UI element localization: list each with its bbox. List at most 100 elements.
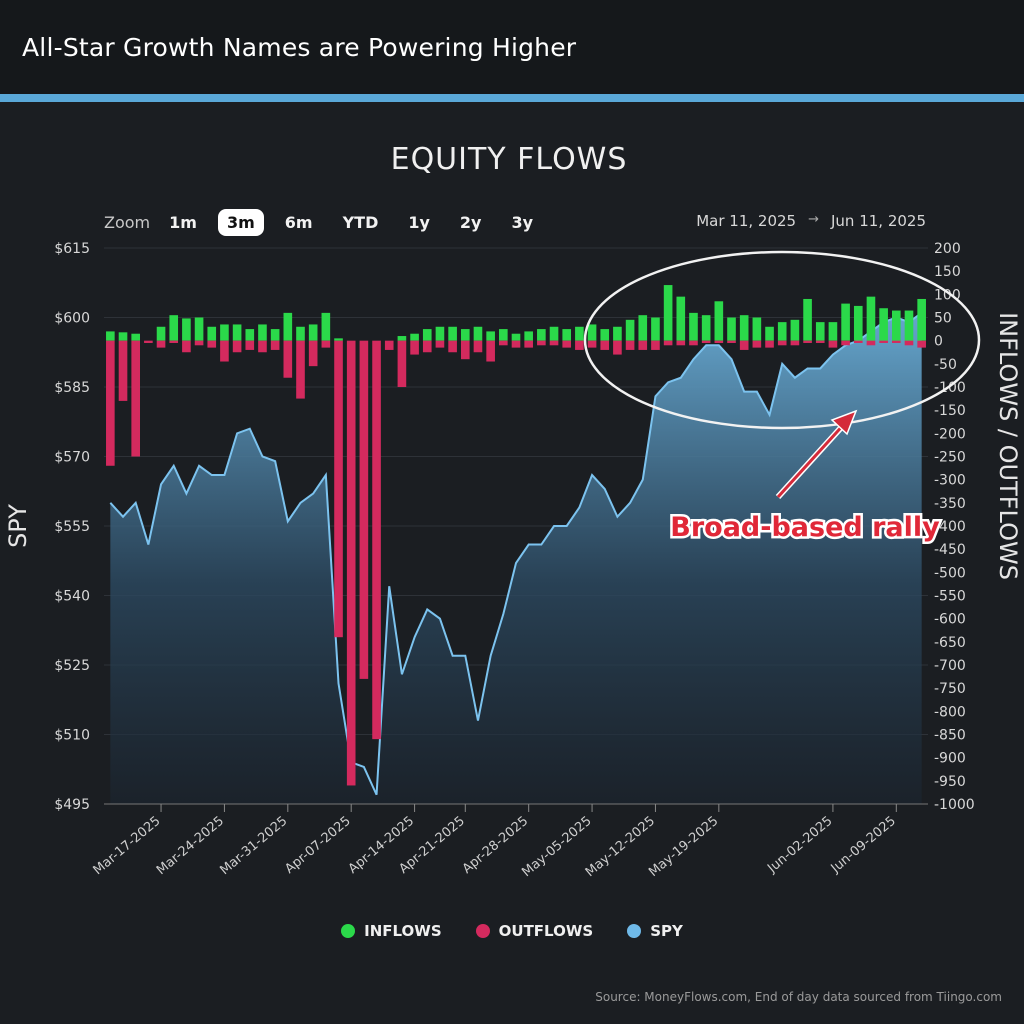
outflow-bar (575, 340, 584, 350)
chart-title: EQUITY FLOWS (390, 142, 628, 177)
legend-item-outflows[interactable]: OUTFLOWS (475, 922, 593, 940)
page-title: All-Star Growth Names are Powering Highe… (22, 33, 577, 62)
y-tick-label-right: -300 (934, 473, 966, 489)
inflow-bar (739, 315, 749, 341)
inflow-bar (448, 326, 457, 341)
outflow-bar (841, 340, 850, 346)
inflow-bar (575, 326, 584, 341)
outflow-bar (663, 340, 673, 346)
annotation-arrow (776, 420, 848, 499)
inflow-bar (460, 329, 470, 341)
inflow-bar (410, 333, 419, 341)
inflow-bar (613, 326, 622, 341)
outflow-bar (245, 340, 255, 350)
left-axis-title: SPY (4, 504, 32, 548)
inflow-bar (625, 319, 635, 341)
y-tick-label-right: -850 (934, 728, 966, 744)
zoom-button-2y[interactable]: 2y (459, 212, 482, 232)
outflow-bar (587, 340, 597, 348)
outflow-bar (537, 340, 546, 346)
legend-item-inflows[interactable]: INFLOWS (341, 922, 442, 940)
inflow-bar (689, 312, 698, 341)
inflow-bar (308, 324, 318, 341)
inflow-bar (169, 315, 179, 341)
outflow-bar (131, 340, 141, 457)
inflow-bar (156, 326, 166, 341)
outflow-bar (638, 340, 648, 350)
zoom-button-1m[interactable]: 1m (169, 212, 197, 232)
outflow-bar (803, 340, 812, 343)
annotation-arrowhead (830, 409, 858, 436)
outflow-bar (346, 340, 356, 786)
outflow-bar (296, 340, 305, 399)
x-tick-label: Jun-02-2025 (764, 814, 835, 877)
zoom-button-ytd[interactable]: YTD (342, 212, 379, 232)
inflow-bar (600, 329, 610, 341)
headline-bar (0, 0, 1024, 94)
date-range-from[interactable]: Mar 11, 2025 (696, 212, 797, 230)
source-note: Source: MoneyFlows.com, End of day data … (595, 990, 1002, 1004)
y-tick-label-right: -650 (934, 635, 966, 651)
zoom-button-3y[interactable]: 3y (511, 212, 534, 232)
inflow-bar (891, 310, 901, 341)
y-tick-label-right: -500 (934, 565, 966, 581)
y-tick-label-left: $615 (54, 241, 90, 257)
outflow-bar (815, 340, 825, 343)
outflow-bar (739, 340, 749, 350)
y-tick-label-left: $585 (54, 380, 90, 396)
outflow-bar (384, 340, 394, 350)
outflow-bar (486, 340, 495, 362)
inflow-bar (258, 324, 267, 341)
inflow-bar (828, 322, 838, 341)
zoom-label: Zoom (104, 212, 151, 232)
y-tick-label-right: 50 (934, 311, 952, 327)
y-tick-label-right: -150 (934, 403, 966, 419)
outflow-bar (156, 340, 166, 348)
y-tick-label-right: 0 (934, 334, 943, 350)
outflow-bar (220, 340, 229, 362)
zoom-button-1y[interactable]: 1y (408, 212, 430, 232)
y-tick-label-right: -50 (934, 357, 957, 373)
inflow-bar (587, 324, 597, 341)
outflow-bar (917, 340, 926, 348)
outflow-bar (866, 340, 876, 346)
inflow-bar (473, 326, 483, 341)
x-tick-label: Mar-31-2025 (217, 814, 290, 879)
y-tick-label-left: $570 (54, 450, 90, 466)
inflow-bar (904, 310, 914, 341)
outflow-bar (308, 340, 318, 367)
legend-item-spy[interactable]: SPY (627, 922, 683, 940)
y-tick-label-left: $495 (54, 797, 90, 813)
zoom-button-6m[interactable]: 6m (284, 212, 313, 232)
outflow-bar (194, 340, 204, 346)
spy-line (109, 312, 923, 796)
inflow-bar (283, 312, 293, 341)
inflow-bar (853, 305, 863, 341)
outflow-bar (765, 340, 774, 348)
y-tick-label-right: -250 (934, 450, 966, 466)
outflow-bar (182, 340, 191, 353)
outflow-bar (853, 340, 863, 343)
inflow-bar (435, 326, 445, 341)
date-range-to[interactable]: Jun 11, 2025 (830, 212, 926, 230)
y-tick-label-left: $525 (54, 658, 90, 674)
outflow-bar (613, 340, 622, 355)
inflow-bar (815, 322, 825, 341)
outflow-bar (321, 340, 331, 348)
outflow-bar (359, 340, 369, 679)
outflow-bar (727, 340, 736, 343)
inflow-bar (777, 322, 787, 341)
x-tick-label: Jun-09-2025 (828, 814, 899, 877)
inflow-bar (549, 326, 559, 341)
outflow-bar (144, 340, 153, 343)
inflow-bar (866, 296, 876, 341)
outflow-bar (790, 340, 800, 346)
inflow-bar (714, 301, 724, 341)
outflow-bar (828, 340, 838, 348)
y-tick-label-left: $510 (54, 728, 90, 744)
inflow-bar (651, 317, 660, 341)
outflow-bar (524, 340, 533, 348)
inflow-bar (499, 329, 508, 341)
zoom-button-3m[interactable]: 3m (217, 208, 264, 236)
inflow-bar (118, 332, 128, 341)
